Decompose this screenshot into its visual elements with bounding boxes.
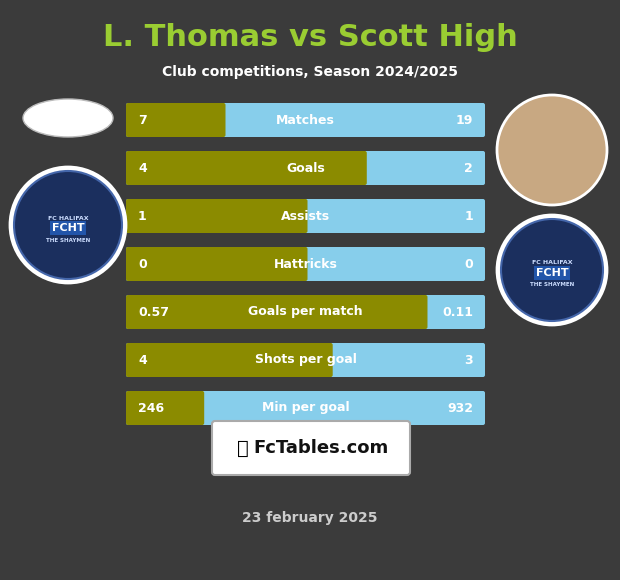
Text: 4: 4 bbox=[138, 161, 147, 175]
Text: FC HALIFAX: FC HALIFAX bbox=[48, 216, 88, 220]
Text: 2: 2 bbox=[464, 161, 473, 175]
Text: Goals per match: Goals per match bbox=[248, 306, 363, 318]
Circle shape bbox=[14, 171, 122, 279]
FancyBboxPatch shape bbox=[126, 103, 226, 137]
Text: Matches: Matches bbox=[276, 114, 335, 126]
Text: Min per goal: Min per goal bbox=[262, 401, 349, 415]
FancyBboxPatch shape bbox=[126, 343, 485, 377]
FancyBboxPatch shape bbox=[126, 295, 428, 329]
Text: 19: 19 bbox=[456, 114, 473, 126]
Text: 3: 3 bbox=[464, 353, 473, 367]
Text: THE SHAYMEN: THE SHAYMEN bbox=[530, 282, 574, 288]
FancyBboxPatch shape bbox=[126, 295, 485, 329]
Text: Hattricks: Hattricks bbox=[273, 258, 337, 270]
Text: 23 february 2025: 23 february 2025 bbox=[242, 511, 378, 525]
Text: THE SHAYMEN: THE SHAYMEN bbox=[46, 237, 90, 242]
Circle shape bbox=[497, 215, 607, 325]
Text: 0: 0 bbox=[138, 258, 147, 270]
Text: 4: 4 bbox=[138, 353, 147, 367]
FancyBboxPatch shape bbox=[126, 247, 308, 281]
FancyBboxPatch shape bbox=[126, 391, 485, 425]
Text: FC HALIFAX: FC HALIFAX bbox=[532, 260, 572, 266]
FancyBboxPatch shape bbox=[212, 421, 410, 475]
Text: L. Thomas vs Scott High: L. Thomas vs Scott High bbox=[103, 23, 517, 52]
Circle shape bbox=[497, 95, 607, 205]
Text: Goals: Goals bbox=[286, 161, 325, 175]
Text: Assists: Assists bbox=[281, 209, 330, 223]
Text: Shots per goal: Shots per goal bbox=[255, 353, 356, 367]
Text: 932: 932 bbox=[447, 401, 473, 415]
FancyBboxPatch shape bbox=[126, 103, 485, 137]
Text: FcTables.com: FcTables.com bbox=[254, 439, 389, 457]
Text: 0.11: 0.11 bbox=[442, 306, 473, 318]
FancyBboxPatch shape bbox=[126, 199, 485, 233]
FancyBboxPatch shape bbox=[126, 343, 333, 377]
FancyBboxPatch shape bbox=[126, 151, 367, 185]
FancyBboxPatch shape bbox=[126, 247, 485, 281]
FancyBboxPatch shape bbox=[126, 151, 485, 185]
FancyBboxPatch shape bbox=[126, 391, 204, 425]
Text: 1: 1 bbox=[464, 209, 473, 223]
Ellipse shape bbox=[23, 99, 113, 137]
Text: 0: 0 bbox=[464, 258, 473, 270]
Text: Club competitions, Season 2024/2025: Club competitions, Season 2024/2025 bbox=[162, 65, 458, 79]
Circle shape bbox=[10, 167, 126, 283]
Circle shape bbox=[501, 219, 603, 321]
Text: FCHT: FCHT bbox=[536, 268, 569, 278]
Text: 246: 246 bbox=[138, 401, 164, 415]
Text: 1: 1 bbox=[138, 209, 147, 223]
Text: 7: 7 bbox=[138, 114, 147, 126]
Text: FCHT: FCHT bbox=[51, 223, 84, 233]
FancyBboxPatch shape bbox=[126, 199, 308, 233]
Text: 📊: 📊 bbox=[237, 438, 249, 458]
Text: 0.57: 0.57 bbox=[138, 306, 169, 318]
